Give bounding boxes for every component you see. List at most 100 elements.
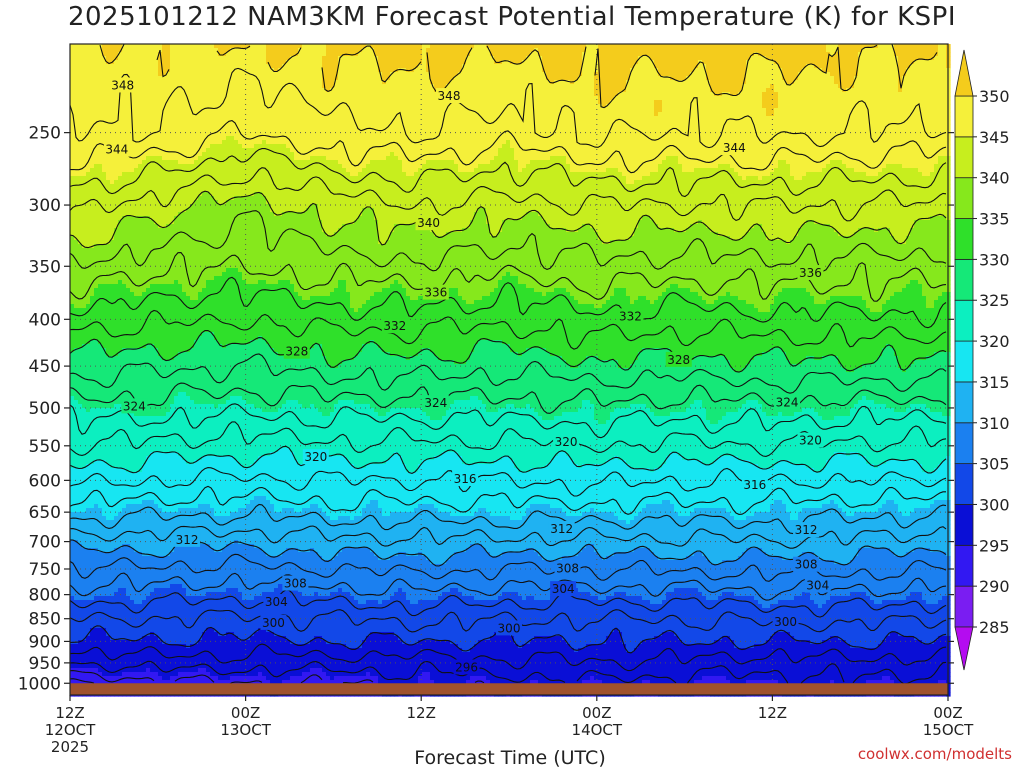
theta-band-cell [330,64,335,69]
theta-band-cell [878,48,883,53]
theta-band-cell [938,44,943,49]
theta-band-cell [690,48,695,53]
theta-band-cell [222,64,227,69]
theta-band-cell [602,64,607,69]
theta-band-cell [742,64,747,69]
theta-band-cell [570,64,575,69]
theta-band-cell [190,48,195,53]
theta-band-cell [510,44,515,49]
theta-band-cell [174,56,179,61]
theta-band-cell [922,44,927,49]
theta-band-cell [850,68,855,73]
theta-band-cell [154,68,159,73]
theta-band-cell [670,68,675,73]
theta-band-cell [802,56,807,61]
theta-band-cell [438,52,443,57]
theta-band-cell [82,64,87,69]
theta-band-cell [266,52,271,57]
theta-band-cell [714,60,719,65]
theta-band-cell [434,52,439,57]
theta-band-cell [358,64,363,69]
theta-band-cell [386,48,391,53]
theta-band-cell [686,56,691,61]
theta-band-cell [634,44,639,49]
theta-band-cell [94,72,99,77]
theta-band-cell [842,68,847,73]
theta-band-cell [486,68,491,73]
theta-band-cell [634,48,639,53]
theta-band-cell [786,64,791,69]
theta-band-cell [650,48,655,53]
theta-band-cell [162,64,167,69]
theta-band-cell [558,56,563,61]
theta-band-cell [246,48,251,53]
theta-band-cell [282,44,287,49]
theta-band-cell [506,56,511,61]
theta-band-cell [174,64,179,69]
theta-band-cell [262,56,267,61]
theta-band-cell [898,56,903,61]
theta-band-cell [562,48,567,53]
theta-band-cell [306,52,311,57]
theta-band-cell [78,60,83,65]
theta-band-cell [314,64,319,69]
theta-band-cell [246,60,251,65]
theta-band-cell [942,60,947,65]
theta-band-cell [398,60,403,65]
theta-band-cell [374,68,379,73]
theta-band-cell [290,68,295,73]
theta-band-cell [358,60,363,65]
theta-band-cell [386,56,391,61]
theta-band-cell [718,68,723,73]
theta-band-cell [238,56,243,61]
theta-band-cell [562,44,567,49]
theta-band-cell [706,64,711,69]
theta-band-cell [926,68,931,73]
theta-band-cell [930,52,935,57]
theta-band-cell [238,64,243,69]
theta-band-cell [86,48,91,53]
theta-band-cell [658,56,663,61]
theta-band-cell [454,60,459,65]
theta-band-cell [118,56,123,61]
theta-band-cell [190,64,195,69]
theta-band-cell [614,44,619,49]
theta-band-cell [438,60,443,65]
theta-band-cell [130,56,135,61]
theta-band-cell [606,60,611,65]
theta-band-cell [718,60,723,65]
theta-band-cell [914,68,919,73]
theta-band-cell [814,48,819,53]
theta-band-cell [546,68,551,73]
theta-band-cell [434,60,439,65]
theta-band-cell [870,64,875,69]
theta-band-cell [514,48,519,53]
theta-band-cell [98,60,103,65]
theta-band-cell [118,64,123,69]
theta-band-cell [502,68,507,73]
theta-band-cell [822,60,827,65]
theta-band-cell [302,48,307,53]
theta-band-cell [930,60,935,65]
theta-band-cell [698,64,703,69]
theta-band-cell [842,44,847,49]
theta-band-cell [142,64,147,69]
theta-band-cell [250,60,255,65]
theta-band-cell [514,56,519,61]
theta-band-cell [670,64,675,69]
theta-band-cell [634,52,639,57]
theta-band-cell [126,48,131,53]
theta-band-cell [794,48,799,53]
theta-band-cell [674,44,679,49]
theta-band-cell [710,48,715,53]
theta-band-cell [702,48,707,53]
theta-band-cell [390,56,395,61]
theta-band-cell [438,56,443,61]
theta-band-cell [146,68,151,73]
theta-band-cell [898,52,903,57]
theta-band-cell [378,44,383,49]
theta-band-cell [682,44,687,49]
theta-band-cell [398,48,403,53]
theta-band-cell [78,48,83,53]
theta-band-cell [534,64,539,69]
